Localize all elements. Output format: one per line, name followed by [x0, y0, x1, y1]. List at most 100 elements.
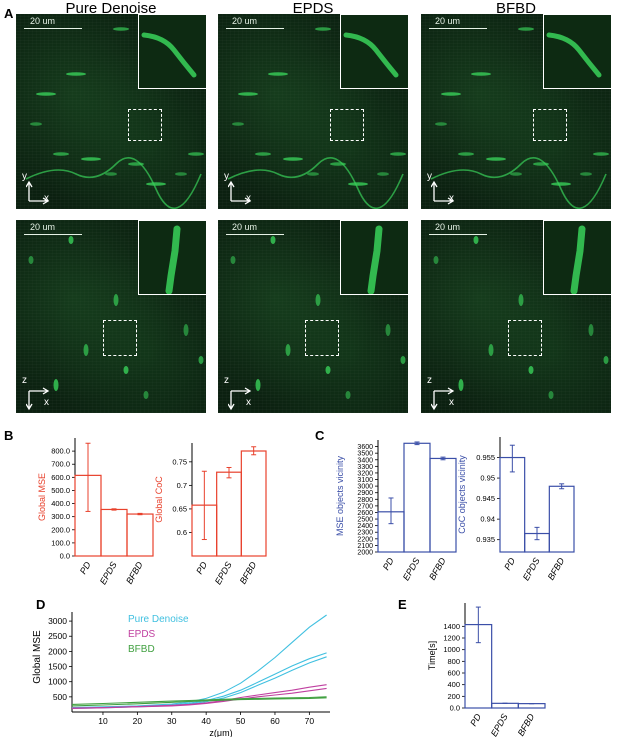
y-tick-label: 400: [447, 680, 460, 689]
signal-blob: [458, 379, 464, 391]
axis-horizontal-label: x: [449, 193, 454, 204]
axis-arrows-icon: [26, 180, 50, 205]
signal-blob: [518, 294, 524, 306]
inset-signal: [546, 32, 602, 78]
y-tick-label: 0.945: [476, 494, 495, 503]
signal-blob: [270, 236, 276, 244]
x-tick-label: PD: [194, 560, 209, 576]
roi-box: [103, 320, 137, 356]
signal-blob: [238, 92, 258, 96]
y-tick-label: 3100: [357, 477, 373, 484]
signal-blob: [198, 356, 204, 364]
legend-entry: Pure Denoise: [128, 614, 189, 625]
y-tick-label: 400.0: [51, 499, 70, 508]
zoom-inset: [543, 14, 611, 89]
signal-blob: [230, 256, 236, 264]
microscopy-signal: [227, 27, 406, 209]
y-tick-label: 1400: [443, 622, 460, 631]
zoom-inset: [543, 220, 611, 295]
y-tick-label: 500: [53, 692, 67, 702]
y-tick-label: 0.94: [480, 515, 495, 524]
filament-trace: [25, 157, 202, 209]
scale-bar-label: 20 um: [232, 16, 258, 26]
microscopy-tile-zx-1: 20 um z x: [16, 220, 206, 413]
x-tick-label: EPDS: [401, 556, 422, 582]
signal-blob: [113, 27, 129, 31]
signal-blob: [232, 122, 244, 126]
scale-bar: [226, 234, 284, 235]
x-tick-label: BFBD: [238, 560, 259, 586]
signal-blob: [113, 294, 119, 306]
axis-vertical-label: z: [427, 375, 432, 386]
bar-epds: [491, 702, 519, 709]
signal-blob: [435, 122, 447, 126]
signal-blob: [255, 152, 271, 156]
signal-blob: [588, 324, 594, 336]
y-tick-label: 2000: [48, 646, 67, 656]
axis-arrows-icon: [431, 180, 455, 205]
bar-bfbd: [548, 485, 575, 553]
roi-box: [305, 320, 339, 356]
signal-blob: [268, 72, 288, 76]
x-axis-label: z(μm): [209, 728, 232, 737]
signal-blob: [30, 122, 42, 126]
signal-blob: [188, 152, 204, 156]
signal-blob: [580, 172, 592, 176]
y-tick-label: 2700: [357, 503, 373, 510]
axis-horizontal-label: x: [449, 397, 454, 408]
y-tick-label: 800.0: [51, 447, 70, 456]
microscopy-signal: [230, 236, 406, 399]
bar-bfbd: [126, 513, 154, 557]
scale-bar-label: 20 um: [30, 222, 56, 232]
roi-box: [508, 320, 542, 356]
signal-blob: [551, 182, 571, 186]
x-tick-label: EPDS: [213, 560, 234, 586]
y-tick-label: 2100: [357, 543, 373, 550]
x-tick-label: EPDS: [521, 556, 542, 582]
bar-bfbd: [517, 703, 546, 709]
panel-letter-c: C: [315, 428, 325, 443]
signal-blob: [603, 356, 609, 364]
axis-arrows-icon: [26, 387, 50, 411]
bar-epds: [403, 442, 431, 553]
microscopy-signal: [433, 236, 609, 399]
zoom-inset: [138, 14, 206, 89]
inset-structure: [546, 32, 602, 78]
y-axis-label: Global CoC: [154, 476, 164, 523]
x-tick-label: 70: [305, 716, 315, 726]
legend-entry: EPDS: [128, 629, 156, 640]
y-tick-label: 0.95: [480, 474, 495, 483]
x-tick-label: 10: [98, 716, 108, 726]
scale-bar: [226, 28, 284, 29]
signal-blob: [66, 72, 86, 76]
scale-bar: [24, 28, 82, 29]
y-tick-label: 2200: [357, 536, 373, 543]
y-tick-label: 1000: [48, 677, 67, 687]
microscopy-signal: [430, 27, 609, 209]
signal-blob: [348, 182, 368, 186]
y-tick-label: 0.75: [172, 457, 187, 466]
series-line-6: [71, 697, 327, 707]
axis-horizontal-label: x: [246, 397, 251, 408]
y-tick-label: 200.0: [51, 525, 70, 534]
axis-vertical-label: z: [22, 375, 27, 386]
signal-blob: [433, 256, 439, 264]
y-tick-label: 200: [447, 692, 460, 701]
scale-bar-label: 20 um: [232, 222, 258, 232]
microscopy-tile-zx-2: 20 um z x: [218, 220, 408, 413]
y-tick-label: 2400: [357, 523, 373, 530]
inset-signal: [367, 225, 383, 294]
signal-blob: [255, 379, 261, 391]
signal-blob: [146, 182, 166, 186]
y-tick-label: 2500: [357, 517, 373, 524]
signal-blob: [68, 236, 74, 244]
column-title-pure-denoise: Pure Denoise: [65, 0, 157, 17]
inset-signal: [165, 225, 181, 294]
y-tick-label: 2500: [48, 631, 67, 641]
x-tick-label: PD: [381, 556, 396, 572]
signal-blob: [473, 236, 479, 244]
axis-horizontal-label: x: [246, 193, 251, 204]
x-tick-label: 30: [167, 716, 177, 726]
signal-blob: [486, 157, 506, 161]
y-tick-label: 600: [447, 669, 460, 678]
